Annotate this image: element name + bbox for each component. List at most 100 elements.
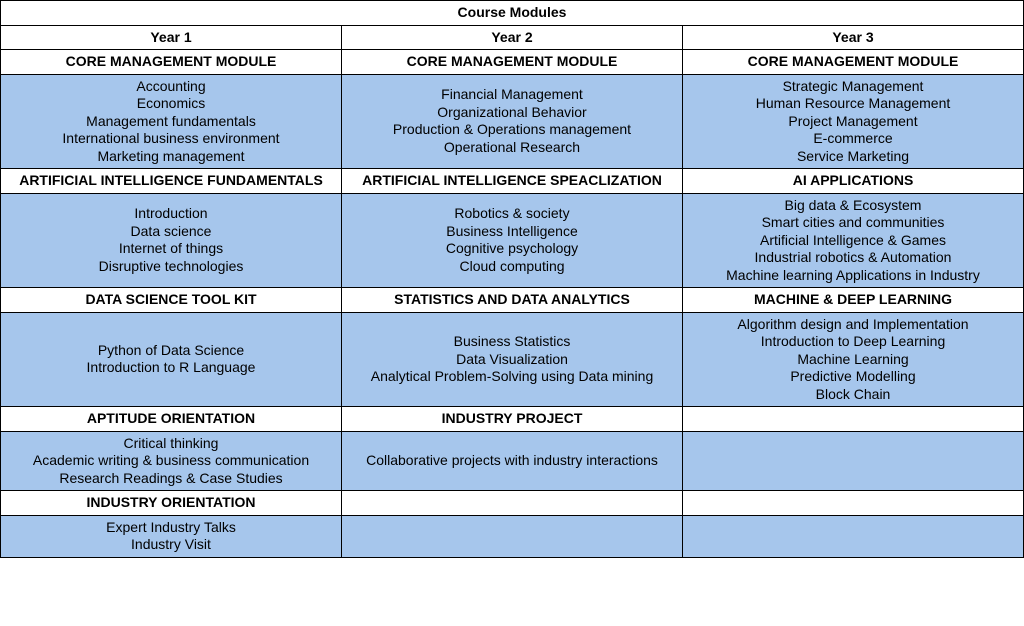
section-items-row: IntroductionData scienceInternet of thin… bbox=[1, 193, 1024, 288]
items-list: Financial ManagementOrganizational Behav… bbox=[346, 86, 678, 156]
module-item: Service Marketing bbox=[687, 148, 1019, 166]
year-header: Year 2 bbox=[342, 25, 683, 50]
module-item: Introduction to Deep Learning bbox=[687, 333, 1019, 351]
module-item: Industrial robotics & Automation bbox=[687, 249, 1019, 267]
module-item: Python of Data Science bbox=[5, 342, 337, 360]
section-header-row: INDUSTRY ORIENTATION bbox=[1, 491, 1024, 516]
module-item: Production & Operations management bbox=[346, 121, 678, 139]
items-list: Expert Industry TalksIndustry Visit bbox=[5, 519, 337, 554]
section-header-row: CORE MANAGEMENT MODULECORE MANAGEMENT MO… bbox=[1, 50, 1024, 75]
module-item: Financial Management bbox=[346, 86, 678, 104]
items-list: IntroductionData scienceInternet of thin… bbox=[5, 205, 337, 275]
section-header: INDUSTRY PROJECT bbox=[342, 407, 683, 432]
module-item: Data Visualization bbox=[346, 351, 678, 369]
section-items-cell bbox=[683, 431, 1024, 491]
year-header: Year 3 bbox=[683, 25, 1024, 50]
module-item: Business Statistics bbox=[346, 333, 678, 351]
section-header: DATA SCIENCE TOOL KIT bbox=[1, 288, 342, 313]
module-item: Internet of things bbox=[5, 240, 337, 258]
module-item: Strategic Management bbox=[687, 78, 1019, 96]
section-items-cell: Strategic ManagementHuman Resource Manag… bbox=[683, 74, 1024, 169]
module-item: Smart cities and communities bbox=[687, 214, 1019, 232]
section-items-cell: Financial ManagementOrganizational Behav… bbox=[342, 74, 683, 169]
section-header: ARTIFICIAL INTELLIGENCE FUNDAMENTALS bbox=[1, 169, 342, 194]
section-header: MACHINE & DEEP LEARNING bbox=[683, 288, 1024, 313]
table-title: Course Modules bbox=[1, 1, 1024, 26]
module-item: Artificial Intelligence & Games bbox=[687, 232, 1019, 250]
module-item: Collaborative projects with industry int… bbox=[346, 452, 678, 470]
section-items-cell: Python of Data ScienceIntroduction to R … bbox=[1, 312, 342, 407]
section-header bbox=[683, 491, 1024, 516]
section-items-row: Critical thinkingAcademic writing & busi… bbox=[1, 431, 1024, 491]
module-item: Predictive Modelling bbox=[687, 368, 1019, 386]
year-header-row: Year 1Year 2Year 3 bbox=[1, 25, 1024, 50]
section-header: AI APPLICATIONS bbox=[683, 169, 1024, 194]
section-items-cell: Big data & EcosystemSmart cities and com… bbox=[683, 193, 1024, 288]
title-row: Course Modules bbox=[1, 1, 1024, 26]
module-item: Block Chain bbox=[687, 386, 1019, 404]
items-list: Business StatisticsData VisualizationAna… bbox=[346, 333, 678, 386]
module-item: Management fundamentals bbox=[5, 113, 337, 131]
module-item: Business Intelligence bbox=[346, 223, 678, 241]
section-header: CORE MANAGEMENT MODULE bbox=[683, 50, 1024, 75]
section-header: CORE MANAGEMENT MODULE bbox=[342, 50, 683, 75]
section-items-row: Python of Data ScienceIntroduction to R … bbox=[1, 312, 1024, 407]
section-header-row: APTITUDE ORIENTATIONINDUSTRY PROJECT bbox=[1, 407, 1024, 432]
module-item: Introduction to R Language bbox=[5, 359, 337, 377]
module-item: Organizational Behavior bbox=[346, 104, 678, 122]
module-item: Accounting bbox=[5, 78, 337, 96]
section-header-row: ARTIFICIAL INTELLIGENCE FUNDAMENTALSARTI… bbox=[1, 169, 1024, 194]
section-header bbox=[683, 407, 1024, 432]
section-items-cell: Algorithm design and ImplementationIntro… bbox=[683, 312, 1024, 407]
items-list: Robotics & societyBusiness IntelligenceC… bbox=[346, 205, 678, 275]
section-items-row: AccountingEconomicsManagement fundamenta… bbox=[1, 74, 1024, 169]
module-item: Machine Learning bbox=[687, 351, 1019, 369]
section-items-cell: AccountingEconomicsManagement fundamenta… bbox=[1, 74, 342, 169]
module-item: International business environment bbox=[5, 130, 337, 148]
module-item: Analytical Problem-Solving using Data mi… bbox=[346, 368, 678, 386]
section-items-cell: Business StatisticsData VisualizationAna… bbox=[342, 312, 683, 407]
section-items-cell: IntroductionData scienceInternet of thin… bbox=[1, 193, 342, 288]
section-header: CORE MANAGEMENT MODULE bbox=[1, 50, 342, 75]
module-item: Human Resource Management bbox=[687, 95, 1019, 113]
section-header-row: DATA SCIENCE TOOL KITSTATISTICS AND DATA… bbox=[1, 288, 1024, 313]
table-body: Course ModulesYear 1Year 2Year 3CORE MAN… bbox=[1, 1, 1024, 558]
items-list: Collaborative projects with industry int… bbox=[346, 452, 678, 470]
module-item: Industry Visit bbox=[5, 536, 337, 554]
section-items-row: Expert Industry TalksIndustry Visit bbox=[1, 515, 1024, 557]
section-items-cell: Collaborative projects with industry int… bbox=[342, 431, 683, 491]
section-items-cell bbox=[342, 515, 683, 557]
year-header: Year 1 bbox=[1, 25, 342, 50]
module-item: Machine learning Applications in Industr… bbox=[687, 267, 1019, 285]
module-item: Economics bbox=[5, 95, 337, 113]
module-item: Operational Research bbox=[346, 139, 678, 157]
module-item: Data science bbox=[5, 223, 337, 241]
section-header bbox=[342, 491, 683, 516]
module-item: Cloud computing bbox=[346, 258, 678, 276]
course-modules-table: Course ModulesYear 1Year 2Year 3CORE MAN… bbox=[0, 0, 1024, 558]
module-item: Algorithm design and Implementation bbox=[687, 316, 1019, 334]
items-list: Big data & EcosystemSmart cities and com… bbox=[687, 197, 1019, 285]
items-list: Strategic ManagementHuman Resource Manag… bbox=[687, 78, 1019, 166]
items-list: Algorithm design and ImplementationIntro… bbox=[687, 316, 1019, 404]
section-items-cell: Expert Industry TalksIndustry Visit bbox=[1, 515, 342, 557]
module-item: Marketing management bbox=[5, 148, 337, 166]
section-header: APTITUDE ORIENTATION bbox=[1, 407, 342, 432]
items-list: Critical thinkingAcademic writing & busi… bbox=[5, 435, 337, 488]
items-list: Python of Data ScienceIntroduction to R … bbox=[5, 342, 337, 377]
section-header: STATISTICS AND DATA ANALYTICS bbox=[342, 288, 683, 313]
module-item: Introduction bbox=[5, 205, 337, 223]
section-header: INDUSTRY ORIENTATION bbox=[1, 491, 342, 516]
items-list: AccountingEconomicsManagement fundamenta… bbox=[5, 78, 337, 166]
module-item: Big data & Ecosystem bbox=[687, 197, 1019, 215]
module-item: Academic writing & business communicatio… bbox=[5, 452, 337, 470]
section-items-cell: Critical thinkingAcademic writing & busi… bbox=[1, 431, 342, 491]
module-item: Expert Industry Talks bbox=[5, 519, 337, 537]
module-item: Critical thinking bbox=[5, 435, 337, 453]
section-items-cell: Robotics & societyBusiness IntelligenceC… bbox=[342, 193, 683, 288]
module-item: Cognitive psychology bbox=[346, 240, 678, 258]
section-header: ARTIFICIAL INTELLIGENCE SPEACLIZATION bbox=[342, 169, 683, 194]
module-item: E-commerce bbox=[687, 130, 1019, 148]
module-item: Disruptive technologies bbox=[5, 258, 337, 276]
module-item: Robotics & society bbox=[346, 205, 678, 223]
